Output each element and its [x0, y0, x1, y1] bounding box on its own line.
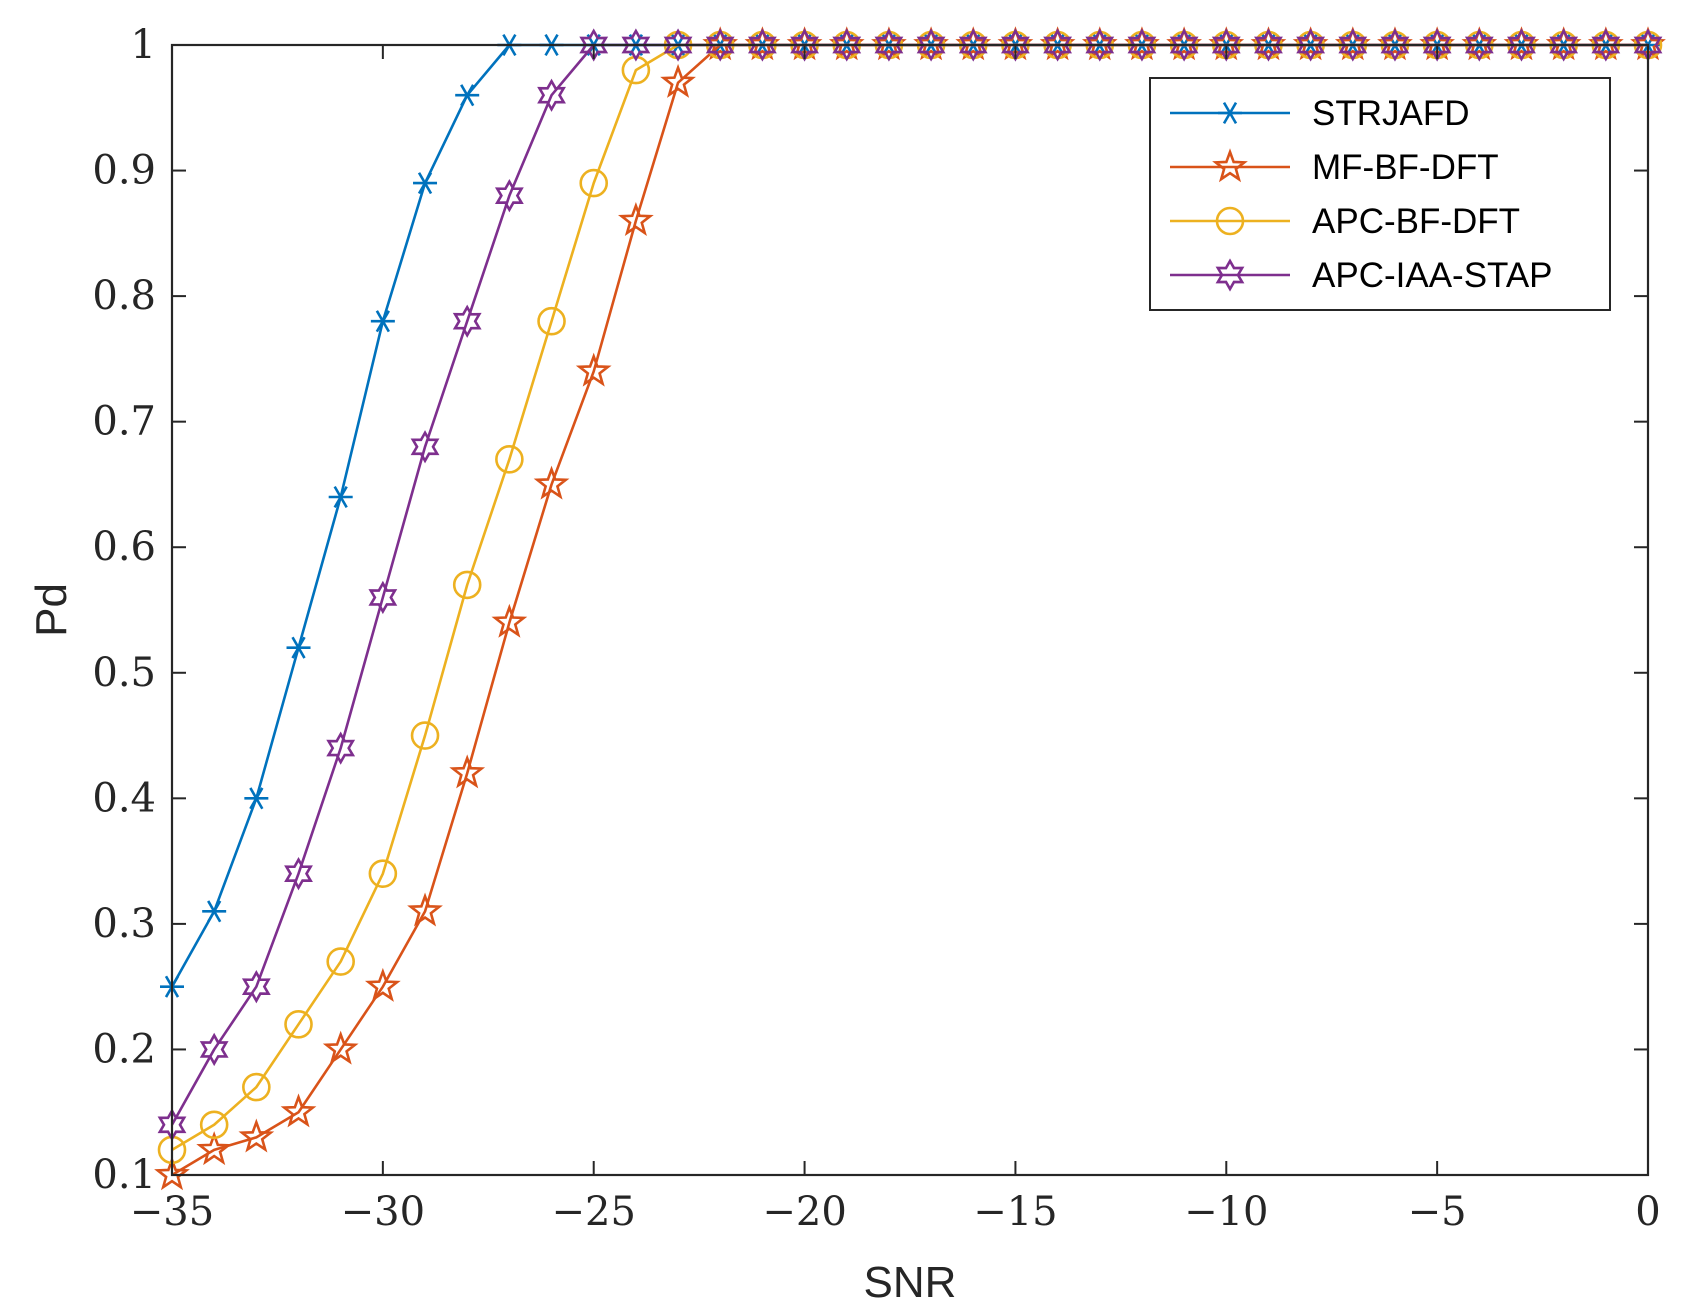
data-point: [1254, 28, 1283, 62]
data-point: [495, 445, 524, 474]
data-point: [1380, 28, 1410, 62]
data-point: [618, 201, 654, 236]
y-tick-label: 0.3: [92, 901, 156, 947]
data-point: [368, 859, 398, 888]
data-point: [491, 603, 528, 638]
x-tick-label: −10: [1184, 1189, 1268, 1235]
y-tick-label: 0.2: [92, 1026, 156, 1072]
y-tick-label: 0.6: [92, 524, 156, 570]
data-point: [333, 485, 348, 509]
data-point: [284, 1010, 313, 1039]
legend: STRJAFD MF-BF-DFT APC-BF-DFT APC-IAA-STAP: [1149, 77, 1611, 311]
data-point: [1212, 148, 1248, 183]
data-point: [368, 580, 398, 615]
data-point: [533, 465, 570, 500]
data-point: [322, 1030, 359, 1065]
data-point: [207, 900, 222, 923]
tick-layer: −35 −30 −25 −20 −15 −10 −5 0 0.1 0.2 0.3 0.4 0.5 0.6 0…: [92, 22, 1660, 1235]
x-tick-label: 0: [1635, 1189, 1660, 1235]
data-point: [449, 754, 486, 789]
data-point: [375, 310, 390, 333]
data-point: [621, 28, 651, 62]
legend-label: STRJAFD: [1312, 94, 1470, 133]
legend-label: MF-BF-DFT: [1312, 148, 1499, 187]
data-point: [1591, 28, 1621, 62]
legend-label: APC-IAA-STAP: [1312, 256, 1553, 295]
x-tick-label: −15: [973, 1189, 1057, 1235]
data-point: [660, 63, 696, 98]
legend-entry: APC-BF-DFT: [1170, 202, 1520, 241]
data-point: [874, 28, 904, 62]
data-point: [537, 306, 566, 336]
legend-entry: MF-BF-DFT: [1170, 148, 1499, 187]
y-tick-label: 0.7: [92, 399, 156, 445]
data-point: [1169, 28, 1199, 62]
data-point: [537, 78, 566, 112]
data-point: [1215, 258, 1245, 292]
data-point: [199, 1032, 229, 1067]
data-point: [410, 721, 440, 750]
data-point: [154, 1156, 190, 1191]
y-tick-label: 0.9: [92, 148, 156, 194]
x-tick-label: −5: [1408, 1189, 1467, 1235]
data-point: [1127, 28, 1157, 62]
y-tick-label: 0.5: [92, 650, 156, 696]
data-point: [1549, 28, 1579, 62]
plot-area-frame: [170, 43, 1650, 1177]
data-point: [663, 28, 693, 62]
data-point: [238, 1118, 275, 1153]
data-point: [291, 636, 306, 659]
legend-entry: STRJAFD: [1170, 94, 1470, 133]
data-point: [284, 857, 313, 891]
data-point: [249, 787, 264, 810]
data-point: [326, 731, 356, 765]
data-point: [958, 28, 988, 62]
data-point: [417, 172, 433, 195]
data-point: [242, 1072, 271, 1102]
data-point: [1085, 28, 1115, 62]
data-point: [705, 28, 735, 62]
x-tick-label: −25: [552, 1189, 636, 1235]
data-point: [832, 28, 862, 62]
data-point: [460, 84, 475, 107]
x-tick-label: −30: [341, 1189, 425, 1235]
legend-entry: APC-IAA-STAP: [1170, 256, 1553, 295]
y-tick-label: 0.4: [92, 775, 156, 821]
x-tick-label: −20: [762, 1189, 846, 1235]
y-tick-label: 0.8: [92, 273, 156, 319]
data-point: [579, 168, 609, 198]
x-tick-label: −35: [130, 1189, 214, 1235]
data-point: [199, 1110, 229, 1140]
data-point: [280, 1093, 317, 1128]
data-point: [452, 570, 482, 600]
data-point: [494, 179, 524, 213]
y-axis-label: Pd: [27, 583, 76, 637]
data-point: [241, 970, 271, 1004]
data-point: [916, 28, 946, 62]
data-point: [747, 28, 777, 62]
x-axis-label: SNR: [864, 1258, 957, 1307]
y-tick-label: 1: [131, 22, 156, 68]
data-point: [575, 352, 612, 387]
data-point: [1043, 28, 1073, 62]
data-point: [410, 430, 440, 464]
legend-label: APC-BF-DFT: [1312, 202, 1520, 241]
data-point: [1222, 101, 1238, 125]
data-point: [1464, 28, 1494, 62]
y-tick-label: 0.1: [92, 1152, 156, 1198]
data-point: [1215, 206, 1245, 236]
data-point: [452, 304, 482, 338]
data-point: [326, 947, 355, 976]
data-point: [1296, 28, 1326, 62]
data-point: [1338, 28, 1368, 62]
data-point: [407, 892, 443, 927]
data-point: [364, 967, 401, 1002]
data-point: [196, 1131, 233, 1166]
data-point: [1507, 28, 1536, 62]
